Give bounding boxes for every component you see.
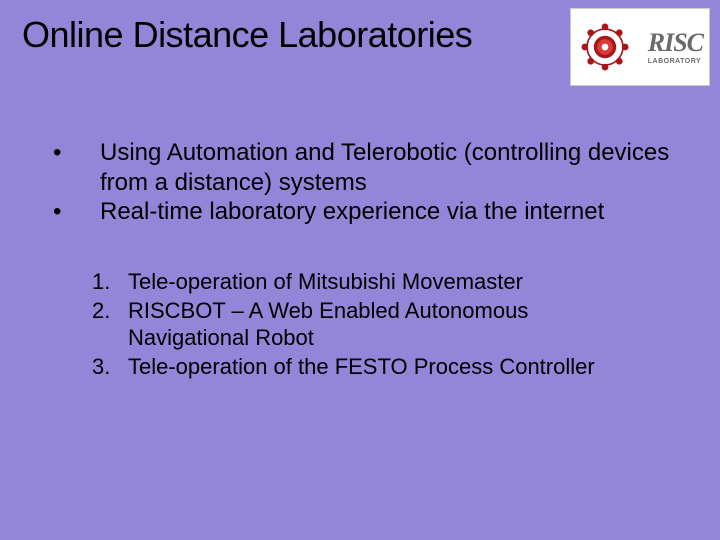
list-item: RISCBOT – A Web Enabled Autonomous Navig…	[92, 297, 652, 352]
numbered-list: Tele-operation of Mitsubishi Movemaster …	[92, 268, 652, 381]
risc-logo: RISC LABORATORY	[570, 8, 710, 86]
list-item: Real-time laboratory experience via the …	[48, 197, 678, 227]
list-item: Tele-operation of the FESTO Process Cont…	[92, 353, 652, 381]
gear-icon	[577, 19, 633, 75]
logo-text: RISC LABORATORY	[648, 30, 703, 65]
logo-sub-text: LABORATORY	[648, 58, 701, 65]
list-item: Using Automation and Telerobotic (contro…	[48, 138, 678, 197]
bullet-list: Using Automation and Telerobotic (contro…	[48, 138, 678, 227]
list-item: Tele-operation of Mitsubishi Movemaster	[92, 268, 652, 296]
slide-title: Online Distance Laboratories	[22, 14, 472, 56]
logo-main-text: RISC	[648, 30, 703, 56]
